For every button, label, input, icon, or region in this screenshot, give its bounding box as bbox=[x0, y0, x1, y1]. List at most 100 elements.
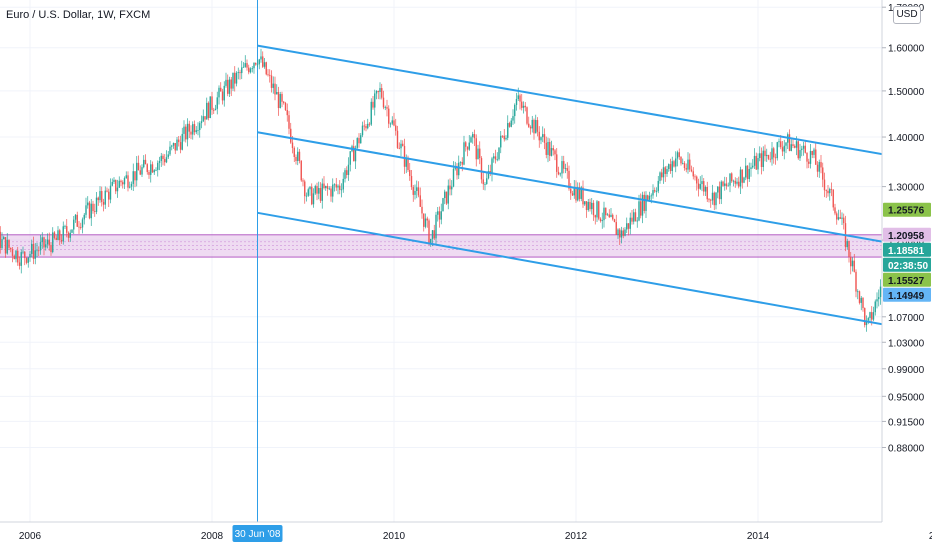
candle-body bbox=[372, 102, 373, 108]
price-scale[interactable]: 1.700001.600001.500001.400001.300001.200… bbox=[882, 0, 932, 550]
candle-body bbox=[850, 257, 851, 266]
candle-body bbox=[5, 237, 6, 253]
candle-body bbox=[859, 291, 860, 303]
candle-body bbox=[446, 192, 447, 204]
candle-body bbox=[535, 120, 536, 133]
candle-body bbox=[717, 187, 718, 193]
candle-body bbox=[483, 179, 484, 184]
candle-body bbox=[670, 164, 671, 171]
candle-body bbox=[707, 187, 708, 199]
candle-body bbox=[0, 232, 1, 248]
candle-body bbox=[558, 172, 559, 174]
price-tick-label: 0.95000 bbox=[888, 392, 925, 403]
candle-body bbox=[603, 208, 604, 220]
candle-body bbox=[229, 79, 230, 93]
candle-body bbox=[138, 163, 139, 170]
candle-body bbox=[311, 187, 312, 205]
candle-body bbox=[218, 88, 219, 98]
candle-body bbox=[721, 182, 722, 199]
candle-body bbox=[761, 153, 762, 167]
candle-body bbox=[820, 162, 821, 167]
candle-body bbox=[694, 176, 695, 177]
candle-body bbox=[129, 187, 130, 188]
candle-body bbox=[322, 184, 323, 201]
candle-body bbox=[29, 254, 30, 258]
candle-body bbox=[397, 131, 398, 148]
candle-body bbox=[735, 181, 736, 184]
time-tick-label: 2006 bbox=[19, 531, 42, 542]
candle-body bbox=[182, 134, 183, 150]
candle-body bbox=[161, 156, 162, 161]
candle-body bbox=[593, 203, 594, 215]
candle-body bbox=[22, 252, 23, 253]
candle-body bbox=[638, 201, 639, 220]
candle-body bbox=[308, 189, 309, 195]
candle-body bbox=[738, 182, 739, 187]
candle-body bbox=[147, 164, 148, 172]
price-tick-label: 1.30000 bbox=[888, 183, 925, 194]
candle-body bbox=[514, 105, 515, 116]
candle-body bbox=[374, 93, 375, 107]
candle-body bbox=[71, 230, 72, 233]
candle-body bbox=[836, 213, 837, 219]
candle-body bbox=[782, 147, 783, 151]
candle-body bbox=[561, 161, 562, 173]
candle-body bbox=[421, 207, 422, 214]
candle-body bbox=[371, 102, 372, 125]
candle-body bbox=[637, 221, 638, 222]
candle-body bbox=[549, 142, 550, 156]
candle-body bbox=[206, 103, 207, 120]
candle-body bbox=[801, 149, 802, 150]
price-badge: 1.18581 bbox=[883, 243, 931, 257]
candle-body bbox=[477, 149, 478, 160]
candle-body bbox=[224, 86, 225, 101]
time-tick-label: 2014 bbox=[747, 531, 770, 542]
candle-body bbox=[628, 223, 629, 229]
candle-body bbox=[696, 177, 697, 184]
candle-body bbox=[533, 120, 534, 133]
candle-body bbox=[248, 68, 249, 73]
candle-body bbox=[267, 74, 268, 75]
candle-body bbox=[756, 156, 757, 170]
candle-body bbox=[861, 298, 862, 303]
candle-body bbox=[449, 186, 450, 190]
candle-body bbox=[134, 171, 135, 180]
candle-body bbox=[201, 121, 202, 123]
candle-body bbox=[749, 169, 750, 179]
candle-body bbox=[346, 170, 347, 175]
candle-body bbox=[14, 256, 15, 259]
candle-body bbox=[617, 229, 618, 234]
candle-body bbox=[411, 176, 412, 187]
candle-body bbox=[425, 219, 426, 227]
candle-body bbox=[840, 217, 841, 219]
candle-body bbox=[357, 138, 358, 148]
currency-button[interactable]: USD bbox=[893, 6, 921, 24]
candle-body bbox=[710, 200, 711, 201]
candle-body bbox=[313, 193, 314, 204]
candle-body bbox=[358, 138, 359, 143]
candle-body bbox=[626, 223, 627, 229]
time-axis[interactable]: 2006200820102012201420162018202020222024… bbox=[0, 522, 932, 550]
candle-body bbox=[812, 151, 813, 155]
price-tick-label: 0.99000 bbox=[888, 365, 925, 376]
candle-body bbox=[777, 142, 778, 158]
candle-body bbox=[521, 102, 522, 108]
candle-body bbox=[852, 261, 853, 267]
candle-body bbox=[278, 92, 279, 108]
candle-body bbox=[292, 143, 293, 148]
candle-body bbox=[679, 152, 680, 157]
candle-body bbox=[540, 137, 541, 140]
candle-body bbox=[257, 64, 258, 65]
candle-body bbox=[169, 147, 170, 155]
price-tick-label: 1.50000 bbox=[888, 87, 925, 98]
candle-body bbox=[705, 187, 706, 192]
candle-body bbox=[210, 96, 211, 118]
candle-body bbox=[507, 123, 508, 138]
candle-body bbox=[203, 116, 204, 121]
candle-body bbox=[78, 227, 79, 228]
candle-body bbox=[778, 141, 779, 142]
candle-body bbox=[654, 190, 655, 191]
candle-body bbox=[794, 146, 795, 148]
